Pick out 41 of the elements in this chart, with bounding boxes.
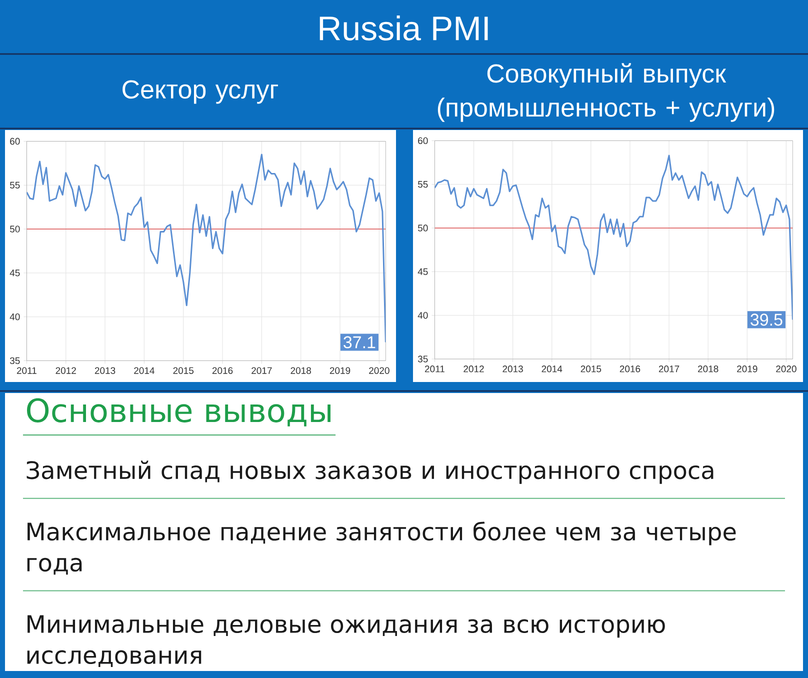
chart-title: Сектор услуг: [122, 80, 278, 104]
y-tick-label: 35: [10, 357, 20, 364]
x-tick-label: 2015: [580, 366, 602, 372]
x-tick-label: 2016: [212, 367, 233, 374]
chart-title: Совокупный выпуск (промышленность + услуги): [438, 63, 774, 122]
x-tick-label: 2013: [94, 367, 116, 374]
text: Основные выводы: [27, 398, 330, 426]
x-tick-label: 2018: [290, 367, 311, 374]
x-tick-label: 2015: [173, 367, 194, 374]
x-tick-label: 2013: [502, 366, 523, 372]
x-tick-label: 2011: [424, 366, 444, 372]
x-tick-label: 2019: [737, 366, 758, 372]
annotation: 39.5: [750, 314, 782, 326]
x-tick-label: 2012: [464, 366, 484, 372]
text: Russia PMI: [320, 16, 488, 40]
x-tick-label: 2020: [369, 367, 390, 374]
text: Заметный спад новых заказов и иностранного спроса: [26, 460, 714, 484]
x-tick-label: 2017: [658, 366, 680, 372]
x-tick-label: 2020: [776, 366, 796, 372]
y-tick-label: 45: [10, 270, 20, 276]
x-tick-label: 2014: [542, 366, 562, 372]
x-tick-label: 2012: [56, 367, 76, 374]
x-tick-label: 2019: [330, 367, 350, 374]
y-tick-label: 40: [10, 313, 20, 320]
text: Максимальное падение занятости более чем за четыре года: [27, 522, 736, 575]
x-tick-label: 2014: [134, 367, 154, 374]
y-tick-label: 40: [418, 312, 428, 319]
y-tick-label: 50: [10, 226, 20, 232]
y-tick-label: 35: [418, 356, 428, 362]
y-tick-label: 60: [418, 137, 428, 144]
y-tick-label: 55: [418, 181, 428, 188]
annotation: 37.1: [344, 336, 376, 348]
x-tick-label: 2011: [16, 367, 36, 374]
x-tick-label: 2016: [620, 366, 640, 372]
y-tick-label: 55: [10, 182, 20, 188]
y-tick-label: 60: [10, 138, 20, 145]
y-tick-label: 50: [418, 224, 428, 232]
x-tick-label: 2017: [252, 367, 272, 374]
y-tick-label: 45: [418, 268, 428, 275]
text: Минимальные деловые ожидания за всю историю исследования: [27, 615, 665, 668]
x-tick-label: 2018: [698, 366, 718, 372]
